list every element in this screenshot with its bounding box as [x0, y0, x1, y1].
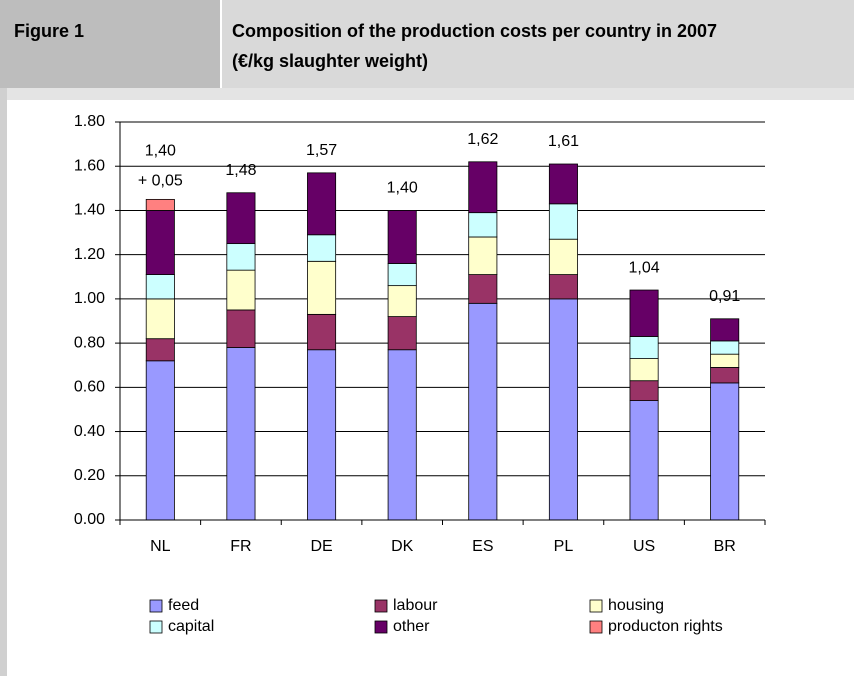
- bar-segment: [145, 210, 175, 275]
- legend-label: feed: [168, 597, 199, 614]
- bar-segment: [145, 360, 175, 521]
- bar-segment: [145, 338, 175, 362]
- legend-swatch: [589, 620, 603, 634]
- bar-segment: [548, 203, 578, 240]
- y-tick-label: 1.40: [74, 202, 105, 219]
- bar-segment: [548, 274, 578, 300]
- legend-label: capital: [168, 618, 214, 635]
- frame-band: [0, 88, 854, 100]
- bar-segment: [145, 298, 175, 340]
- total-label: 1,04: [628, 259, 659, 276]
- x-tick-label: ES: [472, 538, 493, 555]
- bar-segment: [226, 192, 256, 245]
- bar-segment: [468, 212, 498, 238]
- bar-segment: [629, 358, 659, 382]
- bar-segment: [307, 260, 337, 315]
- bar-segment: [307, 234, 337, 262]
- bar-segment: [468, 161, 498, 214]
- bar-segment: [629, 380, 659, 402]
- y-tick-label: 1.60: [74, 157, 105, 174]
- bar-segment: [548, 163, 578, 205]
- bar-segment: [629, 400, 659, 521]
- bar-segment: [468, 236, 498, 275]
- bar-segment: [387, 349, 417, 521]
- y-tick-label: 1.80: [74, 113, 105, 130]
- bar-segment: [468, 274, 498, 304]
- data-label: + 0,05: [138, 173, 183, 190]
- bar-segment: [226, 347, 256, 521]
- bar-segment: [629, 289, 659, 337]
- bar-segment: [226, 309, 256, 348]
- legend-swatch: [149, 599, 163, 613]
- x-tick-label: NL: [150, 538, 171, 555]
- total-label: 1,57: [306, 142, 337, 159]
- total-label: 1,61: [548, 133, 579, 150]
- bar-segment: [629, 336, 659, 359]
- bar-segment: [307, 313, 337, 351]
- x-tick-label: PL: [554, 538, 574, 555]
- total-label: 1,48: [225, 162, 256, 179]
- bar-segment: [710, 353, 740, 368]
- x-tick-label: FR: [230, 538, 251, 555]
- y-tick-label: 0.00: [74, 511, 105, 528]
- y-tick-label: 0.20: [74, 467, 105, 484]
- x-tick-label: BR: [714, 538, 736, 555]
- bar-segment: [387, 210, 417, 264]
- bar-segment: [145, 198, 175, 211]
- total-label: 1,40: [145, 143, 176, 160]
- bar-segment: [710, 367, 740, 384]
- bar-segment: [468, 302, 498, 521]
- y-tick-label: 0.40: [74, 423, 105, 440]
- legend-label: other: [393, 618, 430, 635]
- y-tick-label: 0.60: [74, 379, 105, 396]
- total-label: 0,91: [709, 288, 740, 305]
- legend-swatch: [589, 599, 603, 613]
- bar-segment: [710, 382, 740, 521]
- total-label: 1,40: [387, 180, 418, 197]
- title: Composition of the production costs per …: [232, 21, 717, 41]
- bar-segment: [307, 172, 337, 236]
- legend-label: housing: [608, 597, 664, 614]
- legend-swatch: [149, 620, 163, 634]
- bar-segment: [710, 340, 740, 355]
- bar-segment: [387, 263, 417, 287]
- title-cell: [222, 0, 854, 88]
- legend-swatch: [374, 599, 388, 613]
- total-label: 1,62: [467, 131, 498, 148]
- legend-label: labour: [393, 597, 438, 614]
- y-tick-label: 1.00: [74, 290, 105, 307]
- x-tick-label: DE: [310, 538, 332, 555]
- bar-segment: [145, 274, 175, 300]
- figure-label: Figure 1: [14, 21, 84, 41]
- bar-segment: [226, 269, 256, 311]
- frame-side: [0, 88, 7, 676]
- bar-segment: [226, 243, 256, 271]
- bar-segment: [548, 298, 578, 521]
- bar-segment: [387, 316, 417, 351]
- bar-segment: [387, 285, 417, 317]
- x-tick-label: DK: [391, 538, 414, 555]
- title: (€/kg slaughter weight): [232, 51, 428, 71]
- bar-segment: [307, 349, 337, 521]
- bar-segment: [548, 238, 578, 275]
- x-tick-label: US: [633, 538, 655, 555]
- legend-swatch: [374, 620, 388, 634]
- y-tick-label: 0.80: [74, 334, 105, 351]
- bar-segment: [710, 318, 740, 342]
- figure-cell: [0, 0, 220, 88]
- legend-label: producton rights: [608, 618, 723, 635]
- y-tick-label: 1.20: [74, 246, 105, 263]
